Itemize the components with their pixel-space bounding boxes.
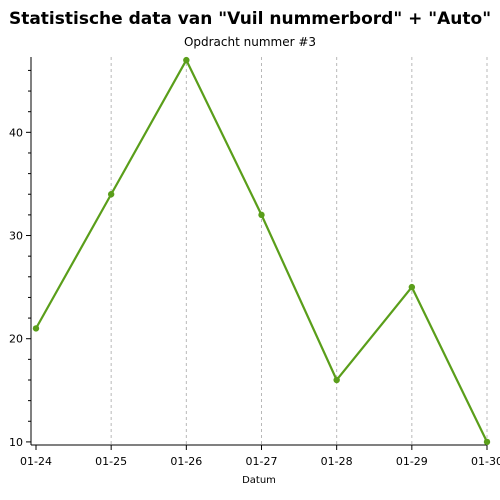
axes	[26, 57, 488, 450]
series	[32, 56, 491, 446]
x-tick-label: 01-25	[95, 455, 127, 468]
x-tick-label: 01-29	[396, 455, 428, 468]
y-tick-label: 20	[9, 333, 23, 346]
tick-labels: 10 20 30 40 01-24 01-25 01-26 01-27 01-28 01-29 01…	[9, 126, 500, 468]
x-tick-label: 01-26	[170, 455, 202, 468]
x-tick-label: 01-30	[471, 455, 500, 468]
x-tick-label: 01-24	[20, 455, 52, 468]
chart-title: Statistische data van "Vuil nummerbord" …	[8, 9, 492, 29]
x-tick-label: 01-28	[321, 455, 353, 468]
data-point	[333, 376, 340, 384]
x-axis-title: Datum	[242, 475, 276, 486]
chart-subtitle: Opdracht nummer #3	[183, 35, 317, 49]
y-tick-label: 10	[9, 436, 23, 449]
data-point	[107, 191, 115, 198]
data-point	[258, 211, 265, 219]
data-point	[408, 283, 416, 291]
grid-lines	[110, 57, 488, 445]
x-tick-label: 01-27	[246, 455, 278, 468]
y-tick-label: 40	[9, 126, 23, 139]
data-point	[483, 438, 491, 446]
data-point	[32, 325, 40, 332]
y-tick-label: 30	[9, 230, 23, 243]
data-point	[183, 56, 190, 64]
